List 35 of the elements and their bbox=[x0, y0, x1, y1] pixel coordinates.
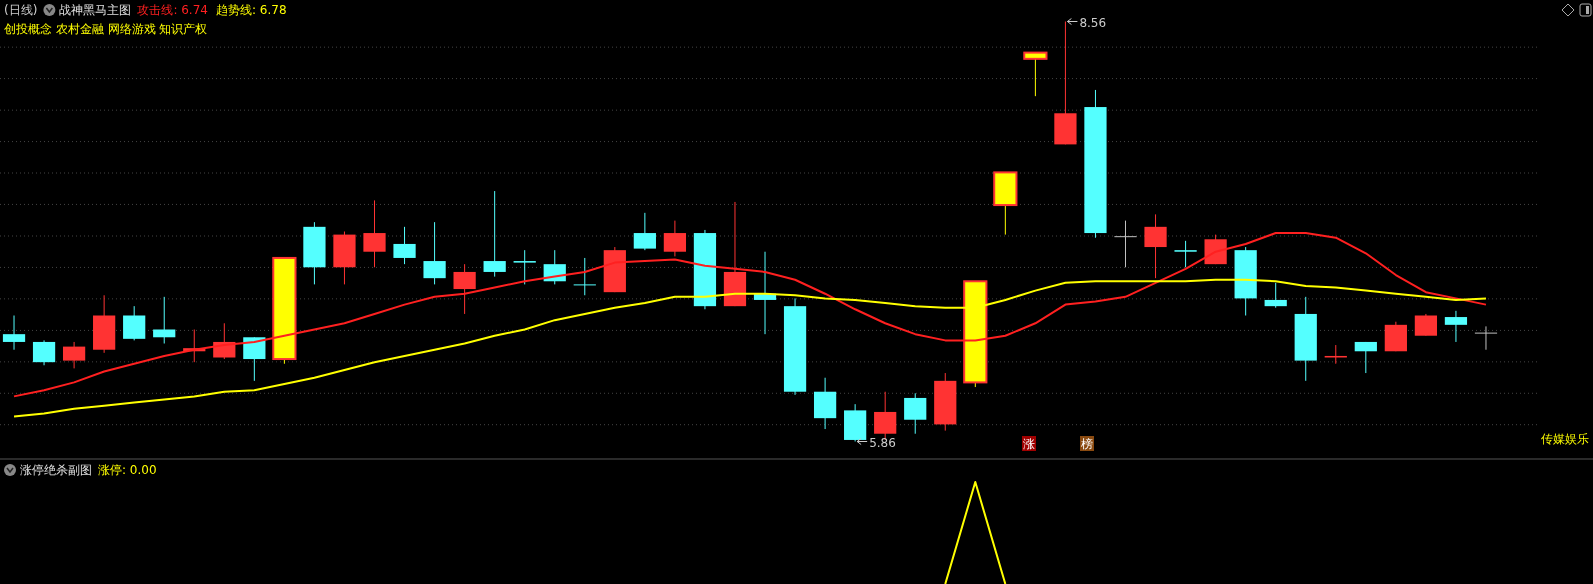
chart-title: 涨停绝杀副图 bbox=[20, 463, 92, 477]
annotation: 创投概念 农村金融 网络游戏 知识产权 bbox=[4, 22, 208, 36]
candlestick bbox=[2, 315, 26, 351]
candlestick bbox=[363, 199, 386, 268]
candlestick bbox=[1354, 341, 1377, 374]
candlestick bbox=[633, 212, 656, 251]
chart-title: 战神黑马主图 bbox=[59, 3, 132, 17]
candlestick bbox=[513, 249, 536, 285]
candlestick bbox=[573, 257, 596, 296]
annotation: 8.56 bbox=[1079, 15, 1107, 30]
candlestick bbox=[32, 339, 56, 366]
candlestick bbox=[62, 341, 86, 369]
candlestick bbox=[123, 305, 146, 341]
candlestick bbox=[1174, 240, 1197, 268]
candlestick bbox=[1023, 51, 1048, 97]
chart-subtitle: (日线) bbox=[4, 3, 38, 17]
candlestick bbox=[393, 226, 416, 265]
text: 趋势线: 6.78 bbox=[215, 3, 287, 17]
candlestick bbox=[1264, 282, 1287, 309]
candlestick bbox=[904, 392, 927, 435]
annotation: 5.86 bbox=[869, 435, 896, 450]
candlestick bbox=[1144, 213, 1167, 279]
text: 传媒娱乐 bbox=[1541, 432, 1589, 446]
candlestick bbox=[1114, 220, 1137, 268]
text: 涨停: 0.00 bbox=[98, 463, 157, 477]
candlestick bbox=[423, 221, 446, 285]
candlestick bbox=[453, 263, 476, 315]
candlestick bbox=[483, 190, 506, 278]
candlestick bbox=[243, 336, 266, 382]
text: 攻击线: 6.74 bbox=[137, 3, 208, 17]
candlestick bbox=[1474, 325, 1498, 351]
candlestick bbox=[1444, 310, 1468, 343]
candlestick bbox=[663, 220, 687, 257]
candlestick bbox=[1414, 313, 1438, 337]
candlestick bbox=[1324, 344, 1347, 365]
